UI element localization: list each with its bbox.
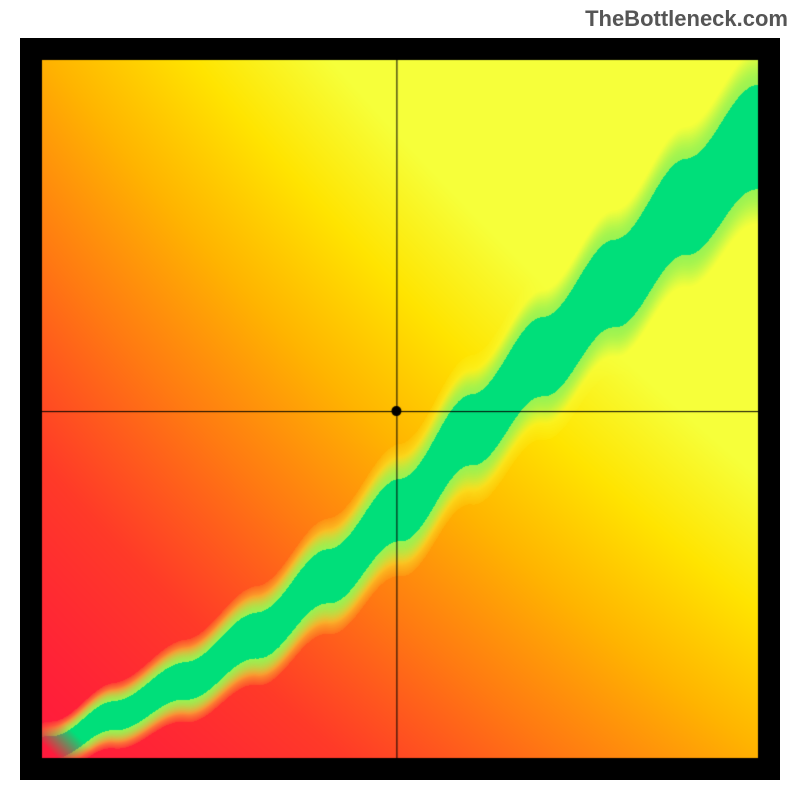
figure-container: TheBottleneck.com (0, 0, 800, 800)
heatmap-canvas (20, 38, 780, 780)
watermark-text: TheBottleneck.com (585, 6, 788, 32)
plot-area (20, 38, 780, 780)
